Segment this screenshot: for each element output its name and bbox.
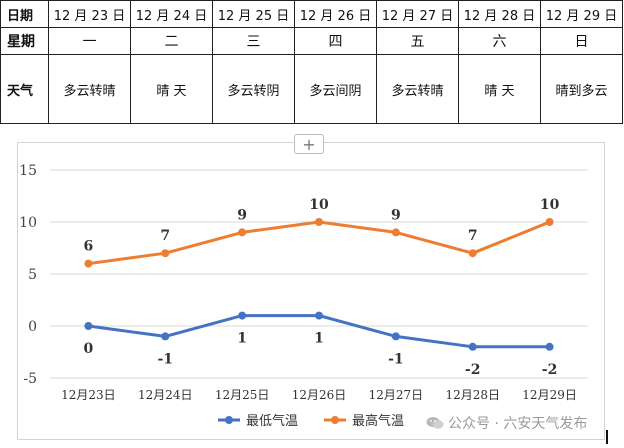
data-point [238, 311, 247, 320]
data-label: 9 [391, 207, 401, 223]
legend-label: 最高气温 [352, 413, 404, 429]
weather-cell: 晴到多云 [540, 54, 623, 124]
data-label: 10 [309, 197, 329, 213]
weekday-cell: 五 [376, 27, 459, 55]
weekday-cell: 二 [130, 27, 213, 55]
data-label: -1 [158, 351, 174, 367]
data-label: 7 [160, 228, 170, 244]
data-point [468, 249, 477, 258]
data-point [545, 218, 554, 226]
y-tick-label: 10 [19, 215, 37, 231]
data-label: -2 [465, 362, 481, 378]
weather-cell: 多云转阴 [212, 54, 295, 124]
watermark-text: 公众号 · 六安天气发布 [448, 416, 588, 432]
data-point [468, 342, 477, 351]
data-point [315, 218, 323, 226]
data-label: 9 [237, 207, 247, 223]
text-cursor [606, 430, 608, 444]
wechat-icon [426, 417, 444, 429]
row-header-weekday: 星期 [0, 27, 49, 55]
x-tick-label: 12月28日 [445, 388, 500, 402]
data-label: 0 [84, 341, 94, 357]
data-point [84, 259, 93, 268]
x-tick-label: 12月23日 [61, 388, 116, 402]
data-point [84, 322, 93, 330]
row-header-weather: 天气 [0, 54, 49, 124]
weather-row: 天气 多云转晴 晴 天 多云转阴 多云间阴 多云转晴 晴 天 晴到多云 [0, 54, 623, 124]
y-tick-label: 0 [28, 319, 37, 335]
data-point [391, 332, 400, 341]
date-cell: 12 月 23 日 [48, 0, 131, 28]
data-point [161, 332, 170, 341]
weather-cell: 多云间阴 [294, 54, 377, 124]
date-row: 日期 12 月 23 日 12 月 24 日 12 月 25 日 12 月 26… [0, 0, 623, 28]
y-tick-label: 5 [28, 267, 37, 283]
watermark: 公众号 · 六安天气发布 [426, 413, 587, 433]
data-point [391, 228, 400, 237]
expand-chart-button[interactable]: + [294, 134, 324, 154]
row-header-date: 日期 [0, 0, 49, 28]
data-label: 10 [540, 197, 560, 213]
weekday-cell: 日 [540, 27, 623, 55]
temperature-chart[interactable] [17, 142, 605, 440]
x-tick-label: 12月26日 [292, 388, 347, 402]
legend-marker [225, 416, 233, 424]
plus-icon: + [302, 134, 316, 154]
data-point [545, 342, 554, 351]
legend-marker [331, 416, 339, 424]
weekday-cell: 三 [212, 27, 295, 55]
weekday-cell: 一 [48, 27, 131, 55]
date-cell: 12 月 28 日 [458, 0, 541, 28]
x-tick-label: 12月25日 [215, 388, 270, 402]
date-cell: 12 月 25 日 [212, 0, 295, 28]
y-tick-label: 15 [19, 163, 37, 179]
weather-table: 日期 12 月 23 日 12 月 24 日 12 月 25 日 12 月 26… [0, 0, 623, 124]
data-label: 1 [237, 331, 247, 347]
x-tick-label: 12月27日 [369, 388, 424, 402]
data-label: 1 [314, 331, 324, 347]
data-point [238, 228, 247, 237]
data-label: -1 [388, 351, 404, 367]
series-line [88, 220, 551, 266]
data-point [161, 249, 170, 258]
weekday-row: 星期 一 二 三 四 五 六 日 [0, 27, 623, 55]
weekday-cell: 六 [458, 27, 541, 55]
legend-label: 最低气温 [246, 413, 298, 429]
x-tick-label: 12月29日 [522, 388, 577, 402]
weather-cell: 多云转晴 [376, 54, 459, 124]
weather-cell: 晴 天 [130, 54, 213, 124]
data-label: 7 [468, 228, 478, 244]
data-label: 6 [84, 239, 94, 255]
data-label: -2 [542, 362, 558, 378]
date-cell: 12 月 29 日 [540, 0, 623, 28]
weather-cell: 多云转晴 [48, 54, 131, 124]
data-point [315, 311, 323, 320]
x-tick-label: 12月24日 [138, 388, 193, 402]
y-tick-label: -5 [23, 371, 37, 387]
